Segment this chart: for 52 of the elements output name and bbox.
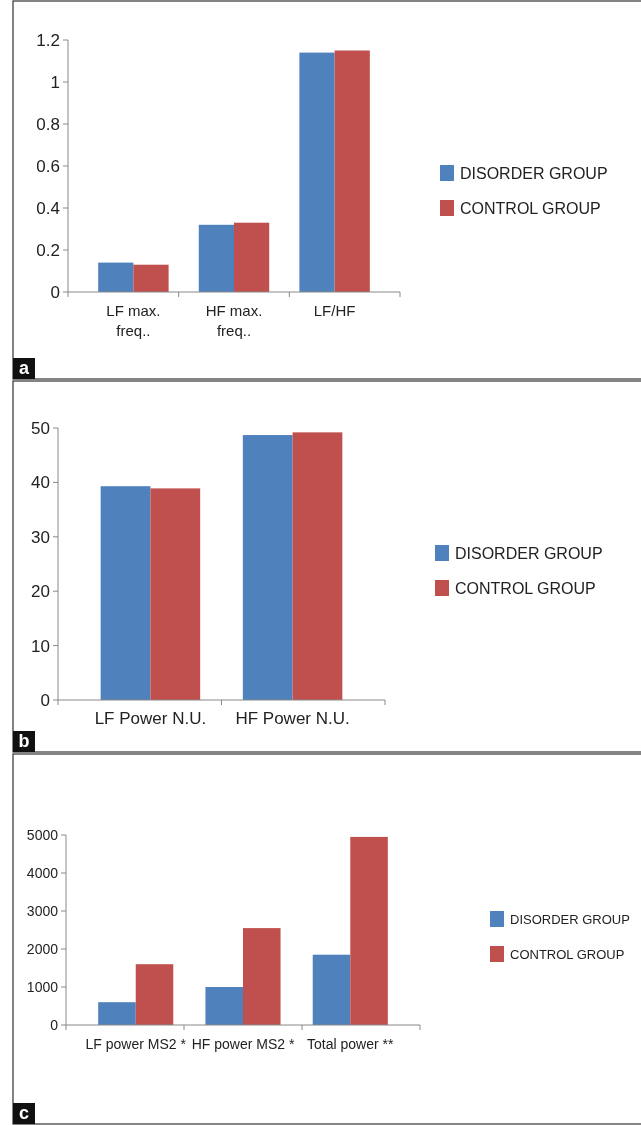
x-tick-label: HF max. freq.. <box>205 302 263 339</box>
y-tick-label: 4000 <box>26 864 59 881</box>
x-tick-label: LF Power N.U. <box>94 709 207 728</box>
bar <box>234 222 270 292</box>
y-tick-label: 10 <box>31 636 50 656</box>
bar <box>312 954 351 1025</box>
x-tick-label: LF/HF <box>313 302 356 319</box>
x-tick-label: HF power MS2 * <box>191 1036 295 1052</box>
y-tick-label: 0 <box>50 282 60 302</box>
legend-label: CONTROL GROUP <box>510 946 625 962</box>
legend-label: DISORDER GROUP <box>460 164 608 182</box>
legend-label: DISORDER GROUP <box>455 544 603 562</box>
bar <box>198 224 234 292</box>
y-tick-label: 20 <box>31 582 50 602</box>
x-tick-label: HF Power N.U. <box>235 709 350 728</box>
y-tick-label: 30 <box>31 527 50 547</box>
legend-label: CONTROL GROUP <box>460 199 601 217</box>
text: b <box>18 731 30 751</box>
bar <box>205 987 243 1025</box>
x-tick-label: Total power ** <box>307 1036 395 1052</box>
x-tick-label: LF power MS2 * <box>85 1036 187 1052</box>
bar <box>243 928 281 1025</box>
text: a <box>18 358 30 378</box>
y-tick-label: 0.4 <box>36 198 60 218</box>
y-tick-label: 2000 <box>26 940 59 957</box>
y-tick-label: 5000 <box>26 826 59 843</box>
legend-label: CONTROL GROUP <box>455 579 596 597</box>
y-tick-label: 50 <box>31 418 50 438</box>
legend-label: DISORDER GROUP <box>510 911 630 927</box>
y-tick-label: 3000 <box>26 902 59 919</box>
y-tick-label: 0.2 <box>36 240 60 260</box>
bar <box>98 1002 136 1025</box>
bar <box>135 964 174 1025</box>
bar <box>133 264 169 292</box>
bar <box>242 435 293 700</box>
bar <box>292 432 343 700</box>
y-tick-label: 0.8 <box>36 114 60 134</box>
bar <box>334 50 370 292</box>
bar <box>98 262 134 292</box>
y-tick-label: 1000 <box>26 978 59 995</box>
y-tick-label: 0.6 <box>36 156 60 176</box>
bar <box>299 52 335 292</box>
y-tick-label: 0 <box>40 690 50 710</box>
text: c <box>18 1103 30 1123</box>
bar <box>100 486 151 700</box>
y-tick-label: 0 <box>50 1016 59 1033</box>
bar <box>350 836 388 1025</box>
bar <box>150 488 201 700</box>
x-tick-label: LF max. freq.. <box>106 302 161 339</box>
y-tick-label: 40 <box>31 473 50 493</box>
y-tick-label: 1.2 <box>36 30 60 50</box>
y-tick-label: 1 <box>50 72 60 92</box>
